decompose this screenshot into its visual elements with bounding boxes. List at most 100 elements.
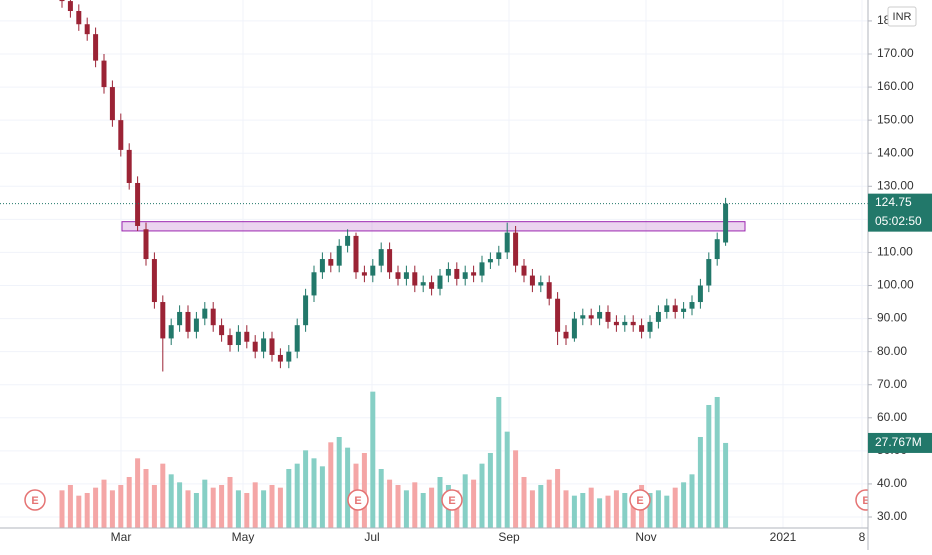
x-tick-label: 8 xyxy=(859,530,866,544)
y-tick-label: 100.00 xyxy=(877,278,914,292)
volume-bar xyxy=(529,490,535,528)
volume-bar xyxy=(395,484,401,528)
candle-body xyxy=(143,229,149,260)
candle-body xyxy=(403,272,409,279)
candle-body xyxy=(647,321,653,332)
x-tick-label: May xyxy=(232,530,255,544)
countdown: 05:02:50 xyxy=(875,214,922,228)
last-price-label: 124.75 xyxy=(875,195,912,209)
candle-body xyxy=(529,275,535,286)
candle-body xyxy=(681,308,687,312)
volume-bar xyxy=(328,442,334,528)
candle-body xyxy=(84,24,90,35)
candle-body xyxy=(135,182,141,226)
earnings-label: E xyxy=(636,495,643,507)
volume-bar xyxy=(605,495,611,528)
volume-bar xyxy=(588,487,594,528)
volume-bar xyxy=(227,476,233,528)
volume-bar xyxy=(84,492,90,528)
candle-body xyxy=(513,232,519,266)
volume-bar xyxy=(563,490,569,528)
candle-body xyxy=(277,354,283,362)
candle-body xyxy=(345,235,351,246)
y-tick-label: 160.00 xyxy=(877,79,914,93)
volume-bar xyxy=(672,487,678,528)
candle-body xyxy=(319,259,325,273)
volume-bar xyxy=(101,479,107,528)
volume-bar xyxy=(496,396,502,528)
candle-body xyxy=(496,252,502,260)
candle-body xyxy=(370,265,376,276)
volume-bar xyxy=(361,452,367,528)
earnings-marker xyxy=(629,489,651,511)
earnings-marker xyxy=(347,489,369,511)
volume-bar xyxy=(311,458,317,528)
y-tick-label: 60.00 xyxy=(877,410,907,424)
candle-body xyxy=(471,272,477,276)
candle-body xyxy=(454,268,460,279)
volume-bar xyxy=(294,463,300,528)
volume-bar xyxy=(143,468,149,528)
candle-body xyxy=(580,315,586,319)
candle-body xyxy=(185,311,191,332)
candle-body xyxy=(59,0,65,2)
volume-bar xyxy=(655,490,661,528)
candle-body xyxy=(93,34,99,61)
candle-body xyxy=(437,275,443,289)
currency[interactable]: INR xyxy=(893,11,912,23)
volume-bar xyxy=(336,436,342,528)
x-tick-label: Jul xyxy=(364,530,379,544)
volume-bar xyxy=(580,492,586,528)
y-tick-label: 80.00 xyxy=(877,344,907,358)
candle-body xyxy=(202,308,208,319)
currency-box[interactable] xyxy=(887,6,917,27)
y-tick-label: 90.00 xyxy=(877,311,907,325)
volume-bar xyxy=(471,479,477,528)
volume-bar xyxy=(681,482,687,528)
candle-body xyxy=(353,235,359,273)
candle-body xyxy=(244,331,250,342)
volume-bar xyxy=(135,458,141,528)
candle-body xyxy=(219,325,225,336)
volume-bar xyxy=(219,484,225,528)
volume-bar xyxy=(286,468,292,528)
candle-body xyxy=(563,331,569,339)
last-volume-box xyxy=(868,432,932,453)
candle-body xyxy=(286,351,292,362)
volume-bar xyxy=(76,495,82,528)
candle-body xyxy=(420,282,426,286)
candle-body xyxy=(67,1,73,12)
candle-body xyxy=(445,268,451,276)
earnings-label: E xyxy=(354,495,361,507)
volume-bar xyxy=(93,487,99,528)
candle-body xyxy=(118,120,124,150)
candle-body xyxy=(126,149,132,183)
candle-body xyxy=(555,298,561,332)
volume-bar xyxy=(437,476,443,528)
volume-bar xyxy=(723,442,729,528)
candle-body xyxy=(588,315,594,319)
candle-body xyxy=(160,302,166,339)
candle-body xyxy=(622,321,628,326)
volume-bar xyxy=(303,450,309,528)
candle-body xyxy=(571,318,577,339)
candle-body xyxy=(109,87,115,121)
volume-bar xyxy=(202,479,208,528)
y-tick-label: 40.00 xyxy=(877,476,907,490)
volume-bar xyxy=(269,484,275,528)
volume-bar xyxy=(613,490,619,528)
candle-body xyxy=(361,272,367,276)
candle-body xyxy=(177,311,183,326)
candle-body xyxy=(639,325,645,332)
volume-bar xyxy=(412,482,418,528)
axes: 30.0040.0050.0060.0070.0080.0090.00100.0… xyxy=(111,13,932,544)
candle-body xyxy=(328,259,334,266)
last-volume-label: 27.767M xyxy=(875,435,922,449)
candle-body xyxy=(538,282,544,286)
x-tick-label: 2021 xyxy=(770,530,797,544)
volume-bar xyxy=(479,463,485,528)
candle-body xyxy=(387,249,393,273)
volume-bar xyxy=(67,484,73,528)
volume-bar xyxy=(261,490,267,528)
